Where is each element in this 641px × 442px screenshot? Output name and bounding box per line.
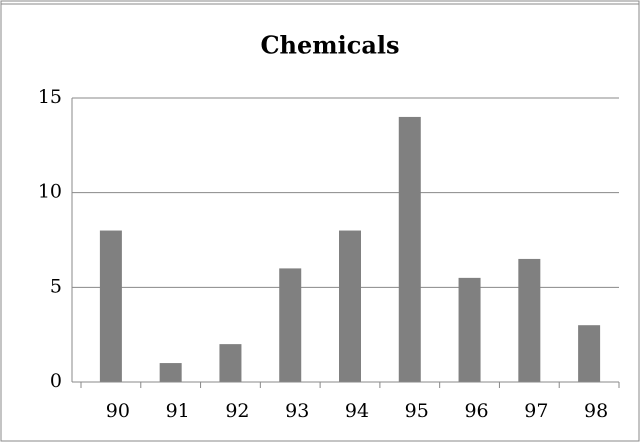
x-tick-label: 98 xyxy=(584,400,608,422)
y-tick-label: 5 xyxy=(50,275,62,297)
bar xyxy=(458,277,481,382)
bar xyxy=(578,325,601,382)
bar xyxy=(339,230,361,382)
bar xyxy=(99,230,122,382)
bar xyxy=(219,344,242,382)
bar xyxy=(518,258,541,382)
bar xyxy=(279,268,302,382)
y-tick-label: 0 xyxy=(50,370,62,392)
x-tick-label: 97 xyxy=(524,400,548,422)
x-tick-label: 91 xyxy=(166,400,190,422)
bar xyxy=(398,116,421,382)
y-tick-label: 10 xyxy=(38,181,62,203)
x-tick-label: 93 xyxy=(285,400,309,422)
x-tick-label: 96 xyxy=(464,400,488,422)
bar xyxy=(159,363,182,382)
x-tick-label: 90 xyxy=(106,400,130,422)
x-tick-label: 92 xyxy=(225,400,249,422)
y-tick-label: 15 xyxy=(38,86,62,108)
x-tick-label: 94 xyxy=(345,400,369,422)
chart-title: Chemicals xyxy=(260,31,399,60)
x-tick-label: 95 xyxy=(405,400,429,422)
